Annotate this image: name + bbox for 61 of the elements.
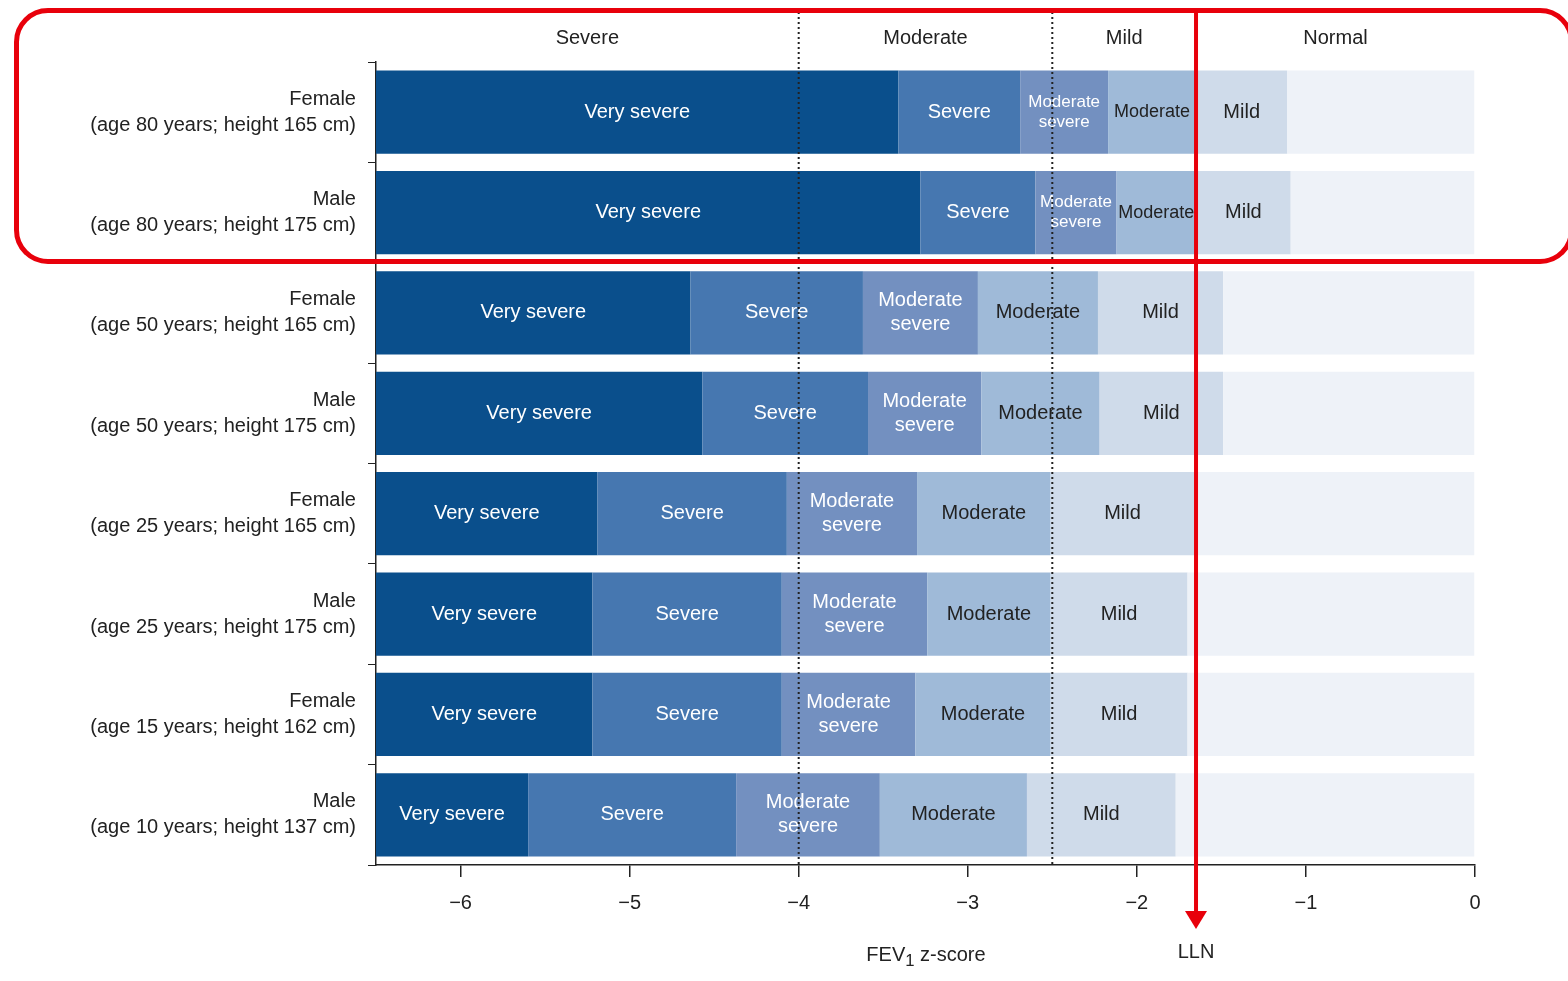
text: Moderate severe [765,790,851,837]
text: Mild [1225,200,1262,223]
text: Severe [753,400,817,423]
text: Severe [655,701,719,724]
text: Moderate severe [812,589,897,636]
text: Severe [927,99,991,122]
text: Moderate severe [882,388,967,435]
ref-line-label: LLN [1177,939,1215,962]
text: Mild [1143,400,1180,423]
text: Severe [655,601,719,624]
x-tick-label: −1 [1294,890,1318,913]
text: Very severe [480,300,587,323]
text: Moderate [1114,101,1191,122]
text: Moderate [946,601,1032,624]
text: Moderate severe [806,689,891,736]
text: Very severe [595,200,702,223]
text: Moderate [911,802,996,825]
annotation: Severe [555,25,620,48]
series-label: Moderate severe [1040,192,1112,232]
y-tick-label: Male (age 25 years; height 175 cm) [90,588,356,637]
text: Very severe [433,501,540,524]
x-axis-title: FEV$_{1}$ z-score [866,943,986,970]
text: Mild [1100,601,1138,624]
text: Moderate severe [878,288,963,335]
y-tick-label: Female (age 25 years; height 165 cm) [90,488,356,537]
y-tick-label: Female (age 15 years; height 162 cm) [90,688,356,737]
annotation: Normal [1303,25,1368,48]
text: Moderate severe [1028,91,1101,132]
x-tick-label: −6 [449,890,472,913]
x-tick-label: 0 [1469,890,1481,913]
text: Severe [660,501,724,524]
text: Moderate severe [809,489,895,536]
text: Very severe [486,400,592,423]
annotation: Mild [1105,25,1143,48]
series-label: Mild [1223,99,1261,122]
x-tick-label: −2 [1125,890,1149,913]
x-tick-label: −5 [618,890,642,913]
x-tick-label: −4 [787,890,811,913]
text: Mild [1083,802,1120,825]
y-tick-label: Female (age 80 years; height 165 cm) [90,86,356,135]
text: Very severe [584,99,691,122]
x-tick-label: −3 [956,890,980,913]
text: Severe [600,802,664,825]
text: Moderate [940,701,1026,724]
text: Moderate [995,300,1081,323]
text: Mild [1104,501,1141,524]
y-tick-label: Male (age 80 years; height 175 cm) [90,187,356,236]
text: Mild [1100,701,1138,724]
text: Moderate [941,501,1027,524]
text: Very severe [431,701,538,724]
y-tick-label: Male (age 50 years; height 175 cm) [90,387,356,436]
annotation: Moderate [883,25,968,48]
series-label: Very severe [399,802,505,825]
y-tick-label: Female (age 50 years; height 165 cm) [90,287,356,336]
series-label: Moderate [1118,201,1195,222]
series-label: Severe [946,200,1010,223]
text: Moderate [998,400,1083,423]
text: Severe [745,300,809,323]
text: Very severe [431,601,538,624]
text: Mild [1142,300,1179,323]
y-tick-label: Male (age 10 years; height 137 cm) [90,789,356,838]
